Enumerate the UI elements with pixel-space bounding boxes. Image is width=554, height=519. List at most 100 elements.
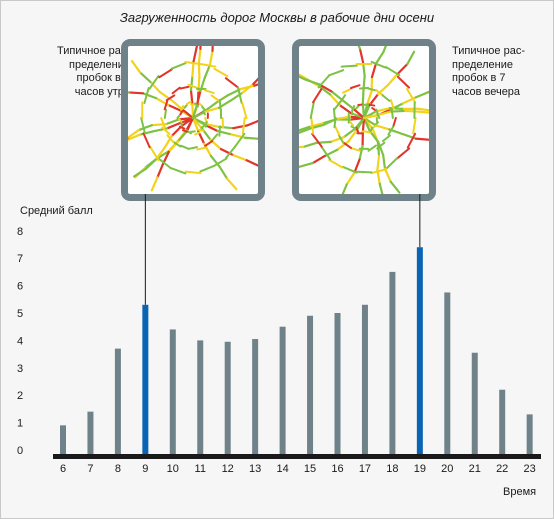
map-ring-road <box>234 132 246 148</box>
map-road <box>382 153 387 170</box>
map-ring-road <box>171 86 181 95</box>
bar-highlighted <box>416 247 423 454</box>
map-ring-road <box>355 104 360 110</box>
map-road <box>209 154 221 168</box>
map-road <box>192 47 198 64</box>
x-tick-label: 20 <box>441 463 453 475</box>
map-road <box>352 107 366 120</box>
map-road <box>181 108 195 120</box>
bar <box>252 339 259 454</box>
map-ring-road <box>369 126 374 134</box>
map-ring-road <box>341 165 358 174</box>
map-road <box>383 167 392 183</box>
map-ring-road <box>376 141 386 150</box>
x-tick-label: 21 <box>469 463 481 475</box>
map-ring-road <box>339 94 347 104</box>
map-road <box>144 158 158 170</box>
map-ring-road <box>224 145 237 159</box>
map-road <box>406 50 416 66</box>
map-road <box>241 82 255 94</box>
traffic-map-morning-image <box>128 46 258 192</box>
map-road <box>204 106 221 113</box>
x-tick-label: 9 <box>142 463 148 475</box>
map-road <box>338 103 352 115</box>
caption-evening-line: Типичное рас- <box>452 45 525 57</box>
map-road <box>330 90 344 102</box>
caption-morning-line: пределение <box>69 58 130 71</box>
map-road <box>252 77 258 86</box>
bar <box>389 271 396 454</box>
map-ring-road <box>333 100 342 110</box>
map-ring-road <box>368 103 376 107</box>
map-ring-road <box>317 74 331 89</box>
map-road <box>138 71 152 84</box>
map-road <box>305 78 321 86</box>
map-ring-road <box>165 94 176 102</box>
map-road <box>388 107 406 111</box>
x-tick-label: 13 <box>249 463 261 475</box>
map-ring-road <box>310 117 315 135</box>
map-ring-road <box>140 117 146 134</box>
caption-morning-line: Типичное рас- <box>57 45 130 57</box>
map-road <box>130 59 142 74</box>
map-ring-road <box>311 132 323 148</box>
map-ring-road <box>351 105 356 112</box>
map-ring-road <box>194 102 200 108</box>
map-road <box>204 123 219 133</box>
caption-morning-line: пробок в 9 <box>76 72 131 84</box>
y-tick-label: 1 <box>17 418 23 430</box>
map-ring-road <box>179 85 190 90</box>
map-ring-road <box>142 132 151 149</box>
map-ring-road <box>327 69 345 77</box>
map-road <box>362 116 371 132</box>
map-road <box>189 75 194 92</box>
bar <box>499 389 506 454</box>
x-tick-label: 8 <box>115 463 121 475</box>
map-road <box>329 136 345 143</box>
map-ring-road <box>199 164 215 173</box>
map-ring-road <box>184 170 202 175</box>
map-road <box>389 180 401 194</box>
map-road <box>370 62 378 79</box>
map-road <box>382 46 387 53</box>
map-ring-road <box>218 98 222 111</box>
map-road <box>195 46 199 50</box>
caption-evening-line: пределение <box>452 58 513 71</box>
map-ring-road <box>340 64 358 68</box>
map-road <box>418 110 429 114</box>
map-ring-road <box>212 157 228 167</box>
map-road <box>311 154 326 165</box>
map-ring-road <box>183 103 189 109</box>
bar <box>87 411 94 454</box>
map-ring-road <box>149 145 160 161</box>
map-ring-road <box>370 60 387 69</box>
y-tick-label: 5 <box>17 308 23 320</box>
map-ring-road <box>381 94 391 102</box>
y-tick-label: 7 <box>17 253 23 265</box>
map-ring-road <box>367 144 377 152</box>
map-road <box>170 98 184 111</box>
traffic-map-morning <box>121 39 265 201</box>
map-road <box>361 88 365 106</box>
map-ring-road <box>172 140 182 148</box>
x-tick-label: 16 <box>331 463 343 475</box>
y-tick-label: 2 <box>17 390 23 402</box>
map-ring-road <box>200 124 206 130</box>
map-ring-road <box>349 147 361 152</box>
map-ring-road <box>181 129 189 133</box>
map-road <box>390 109 407 113</box>
map-road <box>342 127 357 139</box>
map-ring-road <box>332 107 336 119</box>
map-road <box>404 109 421 113</box>
map-ring-road <box>337 134 345 145</box>
map-road <box>387 72 399 86</box>
bar <box>169 329 176 454</box>
map-road <box>362 104 371 120</box>
map-road <box>299 73 308 81</box>
map-road <box>345 171 356 186</box>
map-road <box>366 89 373 106</box>
map-ring-road <box>213 67 229 78</box>
map-ring-road <box>392 117 397 128</box>
map-road <box>377 140 385 157</box>
map-road <box>336 140 350 151</box>
